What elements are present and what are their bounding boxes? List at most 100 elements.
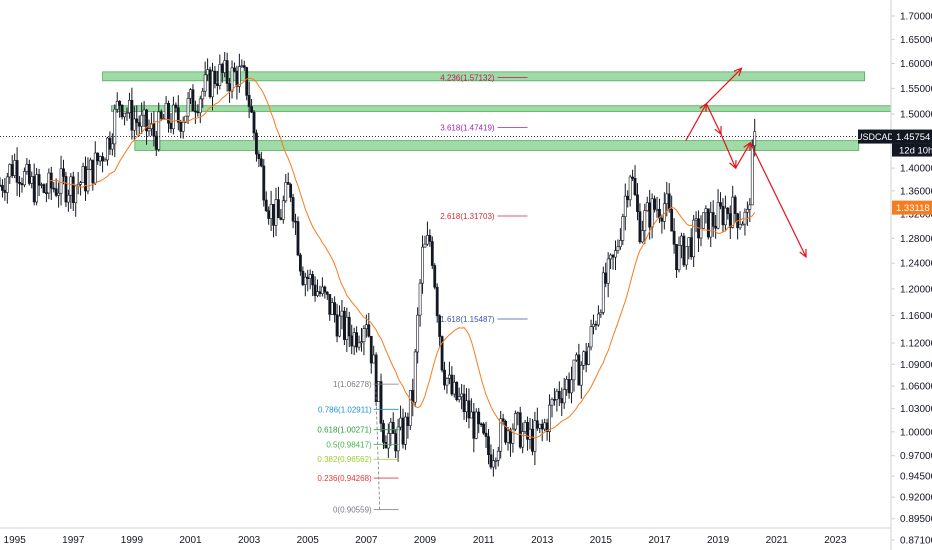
candle-body xyxy=(406,416,410,426)
candle-body xyxy=(538,423,542,429)
candle-body xyxy=(323,286,327,293)
candle-body xyxy=(604,272,608,284)
price-tick-label: 1.28000 xyxy=(900,234,932,245)
candle-body xyxy=(299,254,302,272)
countdown-tag xyxy=(892,143,932,157)
candle-body xyxy=(606,258,610,284)
candle-body xyxy=(570,379,573,394)
candle-body xyxy=(279,217,283,220)
candle-body xyxy=(125,112,129,115)
candle-body xyxy=(565,379,569,390)
candle-body xyxy=(411,390,415,403)
candle-body xyxy=(614,250,617,258)
candle-body xyxy=(103,159,107,162)
moving-average xyxy=(48,77,756,439)
candle-body xyxy=(389,421,393,434)
price-tick-label: 0.87100 xyxy=(900,536,932,547)
candle-body xyxy=(255,132,258,155)
candle-body xyxy=(675,244,678,271)
candle-body xyxy=(123,112,126,118)
candle-body xyxy=(142,109,146,116)
candle-body xyxy=(340,310,344,317)
candle-body xyxy=(567,379,571,394)
arrow-head xyxy=(799,248,807,259)
candle-body xyxy=(291,197,295,222)
candle-body xyxy=(333,302,337,316)
candle-body xyxy=(208,69,212,98)
candle-body xyxy=(719,202,722,207)
price-axis: 1.700001.650001.600001.550001.500001.450… xyxy=(890,0,932,550)
candle-body xyxy=(321,286,324,294)
candle-body xyxy=(738,224,742,229)
candle-body xyxy=(428,235,432,242)
candle-body xyxy=(377,381,380,402)
candle-body xyxy=(120,104,124,118)
candle-body xyxy=(658,208,661,219)
arrow-line xyxy=(735,142,751,169)
candle-body xyxy=(79,182,83,185)
countdown-value: 12d 10h xyxy=(899,146,932,157)
candle-body xyxy=(338,315,341,337)
fib-level-label: 0.236(0.94268) xyxy=(317,474,372,483)
candle-body xyxy=(115,100,119,110)
candle-body xyxy=(706,208,710,238)
price-tick-label: 1.06000 xyxy=(900,382,932,393)
price-tick-label: 1.36000 xyxy=(900,186,932,197)
candle-body xyxy=(509,430,512,444)
candle-body xyxy=(352,332,356,347)
candle-body xyxy=(206,69,210,76)
candle-body xyxy=(680,235,683,246)
candle-body xyxy=(367,324,371,337)
candle-body xyxy=(286,182,290,185)
candle-body xyxy=(457,396,461,400)
candle-body xyxy=(728,213,732,228)
candle-body xyxy=(633,178,637,196)
candle-body xyxy=(252,111,256,134)
candle-body xyxy=(176,107,180,123)
candle-body xyxy=(98,156,102,162)
candle-body xyxy=(364,324,368,329)
candle-body xyxy=(479,423,483,426)
candle-body xyxy=(687,237,691,248)
candle-body xyxy=(347,316,351,337)
candle-body xyxy=(32,176,36,203)
candle-body xyxy=(650,198,654,228)
candle-body xyxy=(609,254,613,260)
candle-body xyxy=(47,172,51,194)
candle-body xyxy=(533,420,537,452)
candle-body xyxy=(621,216,625,241)
candle-body xyxy=(702,212,705,229)
candle-body xyxy=(247,95,251,107)
candle-body xyxy=(516,412,520,415)
arrow-line xyxy=(705,67,742,105)
candle-body xyxy=(220,64,224,73)
candle-body xyxy=(692,219,696,258)
candle-body xyxy=(699,228,703,239)
price-tick-label: 1.65000 xyxy=(900,35,932,46)
candle-body xyxy=(426,235,429,245)
candle-body xyxy=(345,316,349,340)
candle-body xyxy=(42,184,46,193)
projection-arrows xyxy=(685,67,807,259)
time-tick-label: 2003 xyxy=(238,535,261,546)
time-tick-label: 2023 xyxy=(824,535,847,546)
candle-body xyxy=(716,202,720,229)
candle-body xyxy=(677,245,681,271)
candle-body xyxy=(504,420,507,443)
candle-body xyxy=(540,423,544,430)
price-tick-label: 1.20000 xyxy=(900,284,932,295)
candle-body xyxy=(511,428,515,444)
candle-body xyxy=(452,381,456,395)
arrow-head xyxy=(733,67,743,77)
time-tick-label: 2007 xyxy=(355,535,378,546)
candle-body xyxy=(262,165,266,201)
candle-body xyxy=(81,166,85,183)
fib-level-label: 1.618(1.15487) xyxy=(440,315,495,324)
candle-body xyxy=(599,312,603,315)
candle-body xyxy=(193,110,197,113)
arrow-line xyxy=(749,142,807,258)
time-tick-label: 2011 xyxy=(473,535,495,546)
candle-body xyxy=(57,192,61,196)
candle-body xyxy=(421,246,424,284)
